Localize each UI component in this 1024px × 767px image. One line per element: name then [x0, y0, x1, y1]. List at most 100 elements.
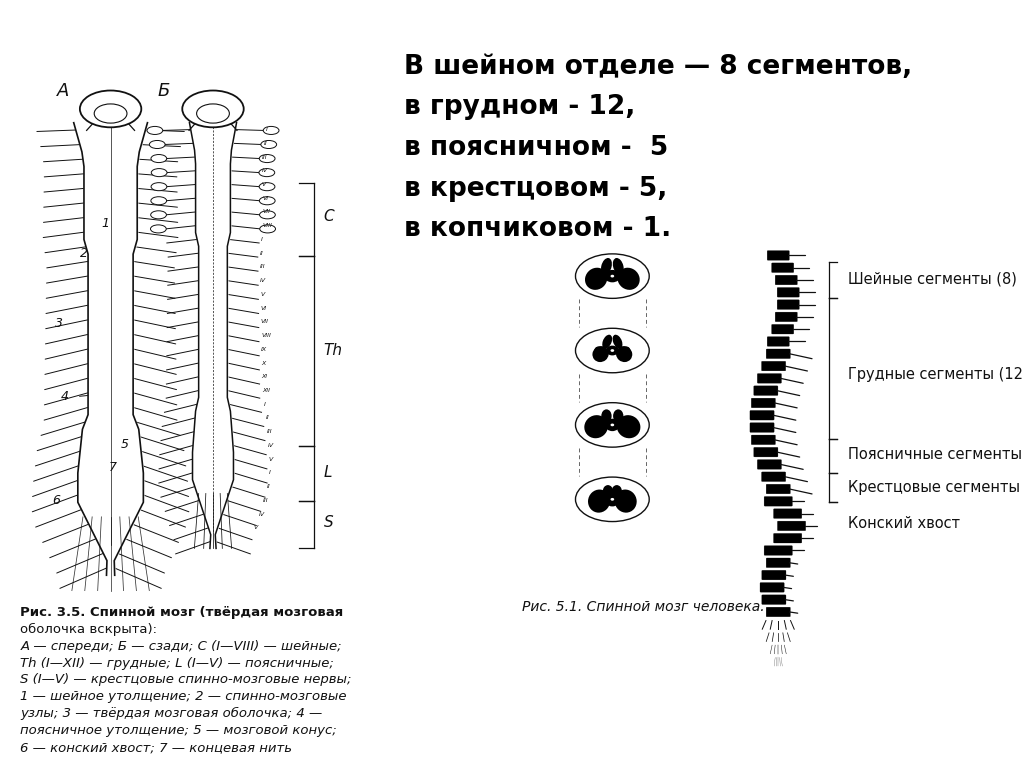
Text: IV: IV [258, 512, 264, 517]
Text: III: III [262, 154, 267, 160]
FancyBboxPatch shape [766, 484, 791, 494]
Ellipse shape [575, 254, 649, 298]
Text: 4: 4 [60, 390, 69, 403]
FancyBboxPatch shape [762, 595, 786, 604]
FancyBboxPatch shape [772, 263, 794, 272]
Ellipse shape [575, 403, 649, 447]
Ellipse shape [151, 196, 167, 205]
FancyBboxPatch shape [750, 423, 774, 433]
Ellipse shape [604, 270, 621, 282]
Ellipse shape [197, 104, 229, 123]
Text: V: V [269, 456, 273, 462]
Text: VII: VII [262, 209, 270, 215]
Text: Крестцовые сегменты (5): Крестцовые сегменты (5) [848, 480, 1024, 495]
Text: В шейном отделе — 8 сегментов,: В шейном отделе — 8 сегментов, [404, 54, 912, 80]
Text: Поясничные сегменты (5): Поясничные сегменты (5) [848, 446, 1024, 462]
Text: 2: 2 [80, 247, 88, 259]
FancyBboxPatch shape [758, 374, 781, 384]
Text: поясничное утолщение; 5 — мозговой конус;: поясничное утолщение; 5 — мозговой конус… [20, 724, 337, 737]
Ellipse shape [94, 104, 127, 123]
FancyBboxPatch shape [777, 288, 800, 297]
Text: V: V [254, 525, 258, 530]
FancyBboxPatch shape [754, 447, 778, 457]
Text: VIII: VIII [262, 223, 272, 229]
Text: XI: XI [261, 374, 267, 379]
Text: в поясничном -  5: в поясничном - 5 [404, 135, 669, 161]
Ellipse shape [147, 127, 163, 134]
FancyBboxPatch shape [752, 398, 775, 408]
Text: VIII: VIII [261, 333, 271, 338]
Ellipse shape [605, 419, 620, 431]
Text: в крестцовом - 5,: в крестцовом - 5, [404, 176, 668, 202]
Ellipse shape [612, 258, 624, 275]
Circle shape [610, 349, 614, 352]
FancyBboxPatch shape [762, 571, 786, 580]
FancyBboxPatch shape [762, 361, 785, 371]
Text: II: II [263, 141, 267, 146]
Ellipse shape [151, 154, 167, 163]
FancyBboxPatch shape [767, 337, 790, 346]
Text: IV: IV [268, 443, 274, 448]
Ellipse shape [575, 477, 649, 522]
Ellipse shape [617, 268, 640, 290]
Text: Рис. 3.5. Спинной мозг (твёрдая мозговая: Рис. 3.5. Спинной мозг (твёрдая мозговая [20, 606, 344, 619]
Ellipse shape [602, 334, 612, 348]
Ellipse shape [259, 211, 275, 219]
FancyBboxPatch shape [775, 275, 798, 285]
Text: I: I [261, 237, 263, 242]
Text: IX: IX [261, 347, 267, 352]
FancyBboxPatch shape [752, 435, 775, 445]
FancyBboxPatch shape [767, 251, 790, 260]
Ellipse shape [601, 258, 612, 275]
Text: 6: 6 [52, 494, 60, 506]
Ellipse shape [612, 334, 623, 348]
Ellipse shape [152, 169, 167, 176]
FancyBboxPatch shape [777, 521, 806, 531]
Text: Th: Th [324, 343, 343, 358]
Text: L: L [324, 465, 332, 480]
Text: 1 — шейное утолщение; 2 — спинно-мозговые: 1 — шейное утолщение; 2 — спинно-мозговы… [20, 690, 347, 703]
Ellipse shape [614, 489, 637, 512]
Text: Шейные сегменты (8): Шейные сегменты (8) [848, 272, 1017, 287]
FancyBboxPatch shape [772, 324, 794, 334]
Ellipse shape [616, 346, 632, 362]
FancyBboxPatch shape [773, 509, 802, 518]
FancyBboxPatch shape [764, 545, 793, 555]
Text: в грудном - 12,: в грудном - 12, [404, 94, 636, 120]
Text: VI: VI [262, 196, 268, 201]
Text: I: I [269, 470, 271, 476]
Text: V: V [262, 182, 266, 187]
Ellipse shape [150, 140, 165, 149]
Text: V: V [260, 292, 264, 297]
Text: Грудные сегменты (12): Грудные сегменты (12) [848, 367, 1024, 382]
Text: Рис. 5.1. Спинной мозг человека.: Рис. 5.1. Спинной мозг человека. [522, 600, 765, 614]
Text: III: III [263, 498, 268, 503]
Text: III: III [267, 430, 272, 434]
Text: Б: Б [158, 82, 170, 100]
Ellipse shape [595, 347, 602, 353]
Text: 5: 5 [121, 439, 129, 451]
Ellipse shape [606, 346, 618, 355]
Text: узлы; 3 — твёрдая мозговая оболочка; 4 —: узлы; 3 — твёрдая мозговая оболочка; 4 — [20, 707, 323, 720]
Text: VII: VII [261, 319, 269, 324]
Ellipse shape [261, 140, 276, 149]
Ellipse shape [151, 225, 166, 233]
Text: в копчиковом - 1.: в копчиковом - 1. [404, 216, 672, 242]
Ellipse shape [593, 346, 608, 362]
Circle shape [610, 498, 614, 501]
Text: 6 — конский хвост; 7 — концевая нить: 6 — конский хвост; 7 — концевая нить [20, 741, 293, 754]
Ellipse shape [151, 211, 167, 219]
FancyBboxPatch shape [750, 410, 774, 420]
Ellipse shape [80, 91, 141, 127]
FancyBboxPatch shape [766, 558, 791, 568]
Text: III: III [260, 265, 265, 269]
Text: IV: IV [260, 278, 266, 283]
Ellipse shape [623, 347, 630, 353]
Text: S (I—V) — крестцовые спинно-мозговые нервы;: S (I—V) — крестцовые спинно-мозговые нер… [20, 673, 352, 686]
Ellipse shape [585, 268, 607, 290]
Ellipse shape [259, 154, 275, 163]
Ellipse shape [616, 415, 640, 438]
FancyBboxPatch shape [773, 533, 802, 543]
Ellipse shape [603, 485, 613, 498]
Text: Th (I—XII) — грудные; L (I—V) — поясничные;: Th (I—XII) — грудные; L (I—V) — поясничн… [20, 657, 335, 670]
